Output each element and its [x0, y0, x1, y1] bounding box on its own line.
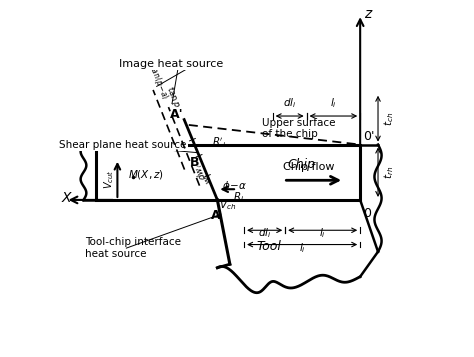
Text: 0': 0' — [363, 130, 374, 143]
Text: Chip: Chip — [287, 158, 315, 171]
Text: $l_i$: $l_i$ — [319, 226, 326, 240]
Text: $w_i$: $w_i$ — [202, 171, 216, 185]
Text: $R'_i$: $R'_i$ — [212, 136, 227, 150]
Text: $V_{ch}$: $V_{ch}$ — [219, 198, 236, 212]
Text: Image heat source: Image heat source — [119, 59, 223, 69]
Text: $M(X,z)$: $M(X,z)$ — [128, 169, 164, 181]
Text: $l_i$: $l_i$ — [299, 241, 306, 255]
Text: $\phi\!-\!\alpha$: $\phi\!-\!\alpha$ — [222, 178, 247, 193]
Text: Shear plane heat source: Shear plane heat source — [59, 140, 187, 150]
Text: $V_{cut}$: $V_{cut}$ — [102, 170, 116, 189]
Bar — [96, 145, 360, 200]
Text: $dw_i$: $dw_i$ — [191, 162, 210, 182]
Text: Upper surface
of the chip: Upper surface of the chip — [262, 117, 336, 139]
Text: Tool-chip interface
heat source: Tool-chip interface heat source — [85, 237, 181, 259]
Text: $dl_i$: $dl_i$ — [258, 226, 272, 240]
Text: $\tan p$: $\tan p$ — [163, 84, 183, 110]
Text: $\tan(p\!-\!a)$: $\tan(p\!-\!a)$ — [146, 63, 171, 102]
Text: X: X — [62, 191, 72, 205]
Text: B: B — [190, 156, 200, 169]
Text: 0: 0 — [363, 207, 371, 220]
Text: Tool: Tool — [257, 240, 282, 253]
Text: $t_{rh}$: $t_{rh}$ — [383, 166, 396, 179]
Text: A: A — [211, 209, 220, 222]
Text: A': A' — [170, 109, 183, 121]
Text: Chip flow: Chip flow — [283, 162, 334, 172]
Text: $dl_i$: $dl_i$ — [283, 96, 296, 110]
Text: $t_{ch}$: $t_{ch}$ — [383, 112, 396, 126]
Text: z: z — [365, 7, 372, 21]
Text: $l_i$: $l_i$ — [330, 96, 337, 110]
Text: $R_i$: $R_i$ — [233, 190, 245, 204]
